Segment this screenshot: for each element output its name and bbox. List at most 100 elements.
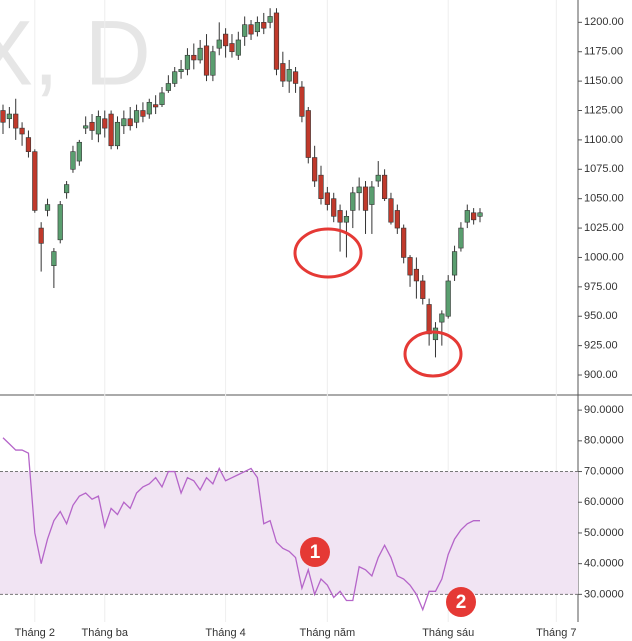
candle-body: [362, 186, 369, 211]
candle-body: [83, 125, 89, 129]
candle-body: [242, 24, 248, 37]
candle-body: [133, 110, 140, 123]
candle-body: [229, 43, 235, 53]
candle-body: [19, 127, 25, 135]
candle-body: [305, 110, 311, 158]
candle-body: [64, 184, 70, 194]
x-tick-label: Tháng 2: [15, 627, 55, 639]
y-tick-label: 900.00: [584, 369, 618, 381]
candle-body: [432, 327, 439, 341]
candle-body: [375, 174, 381, 182]
candle-body: [140, 110, 146, 117]
candle-body: [210, 51, 216, 76]
y-tick-label: 1100.00: [584, 134, 623, 146]
y-tick-label: 1075.00: [584, 163, 624, 175]
candle-body: [458, 227, 464, 249]
rsi-line: [2, 437, 480, 612]
candle-body: [0, 110, 6, 123]
y-tick-label: 30.0000: [584, 588, 624, 600]
candle-body: [25, 137, 32, 152]
candle-body: [331, 198, 337, 217]
y-tick-label: 1175.00: [584, 46, 623, 58]
candle-body: [127, 118, 133, 127]
candle-body: [286, 69, 292, 82]
candle-body: [350, 192, 356, 211]
rsi-band: [0, 471, 578, 595]
candle-body: [426, 304, 432, 335]
candle-body: [369, 186, 375, 205]
y-tick-label: 50.0000: [584, 527, 624, 539]
annotation-badge: [300, 537, 330, 567]
annotation-label: 1: [310, 542, 321, 563]
candle-body: [477, 212, 483, 217]
y-tick-label: 1125.00: [584, 104, 623, 116]
y-tick-label: 975.00: [584, 281, 618, 293]
candle-body: [394, 210, 400, 229]
y-tick-label: 925.00: [584, 340, 618, 352]
y-tick-label: 1150.00: [584, 75, 623, 87]
candle-body: [337, 210, 343, 223]
candle-body: [471, 212, 477, 221]
candle-body: [95, 116, 101, 135]
candle-body: [51, 251, 57, 266]
candle-body: [32, 151, 38, 211]
candle-body: [312, 157, 318, 182]
annotation-label: 2: [456, 592, 467, 613]
candle-body: [102, 118, 108, 129]
candle-body: [121, 118, 127, 127]
candle-body: [70, 151, 76, 170]
y-tick-label: 70.0000: [584, 465, 624, 477]
candle-body: [381, 174, 388, 199]
candle-body: [153, 104, 159, 108]
candle-body: [223, 33, 229, 47]
candle-body: [6, 113, 12, 120]
candle-body: [216, 39, 222, 49]
annotation-badge: [446, 587, 476, 617]
candle-body: [89, 121, 95, 131]
candle-body: [108, 113, 114, 147]
candle-body: [267, 16, 273, 23]
candle-body: [114, 121, 121, 147]
y-tick-label: 80.0000: [584, 435, 624, 447]
x-tick-label: Tháng 4: [205, 627, 245, 639]
candle-body: [401, 227, 407, 258]
candle-body: [197, 47, 203, 61]
candle-body: [38, 227, 44, 244]
candle-body: [318, 174, 324, 199]
highlight-circle: [293, 227, 363, 279]
candle-body: [248, 24, 254, 35]
candle-body: [343, 216, 350, 223]
watermark: X, D: [0, 2, 151, 104]
y-tick-label: 1025.00: [584, 222, 624, 234]
y-tick-label: 1200.00: [584, 16, 624, 28]
candle-body: [184, 54, 191, 70]
candle-body: [44, 204, 51, 211]
x-tick-label: Tháng ba: [82, 627, 129, 639]
y-tick-label: 1000.00: [584, 251, 624, 263]
candle-body: [451, 251, 458, 276]
candle-body: [172, 71, 178, 84]
candle-body: [235, 39, 241, 56]
candle-body: [254, 22, 261, 33]
y-tick-label: 60.0000: [584, 496, 624, 508]
candle-body: [292, 71, 299, 84]
candle-body: [76, 141, 82, 162]
candle-body: [261, 22, 267, 29]
candle-body: [191, 54, 197, 61]
candle-body: [178, 69, 184, 73]
y-tick-label: 1050.00: [584, 193, 624, 205]
candle-body: [165, 83, 171, 91]
candle-body: [407, 257, 413, 276]
x-tick-label: Tháng sáu: [422, 627, 474, 639]
y-tick-label: 950.00: [584, 310, 618, 322]
candle-body: [413, 268, 420, 282]
x-tick-label: Tháng 7: [536, 627, 576, 639]
y-tick-label: 90.0000: [584, 404, 624, 416]
candle-body: [273, 12, 280, 70]
candle-body: [57, 204, 63, 241]
candle-body: [388, 198, 394, 223]
candle-body: [203, 45, 210, 76]
candle-body: [464, 210, 470, 223]
